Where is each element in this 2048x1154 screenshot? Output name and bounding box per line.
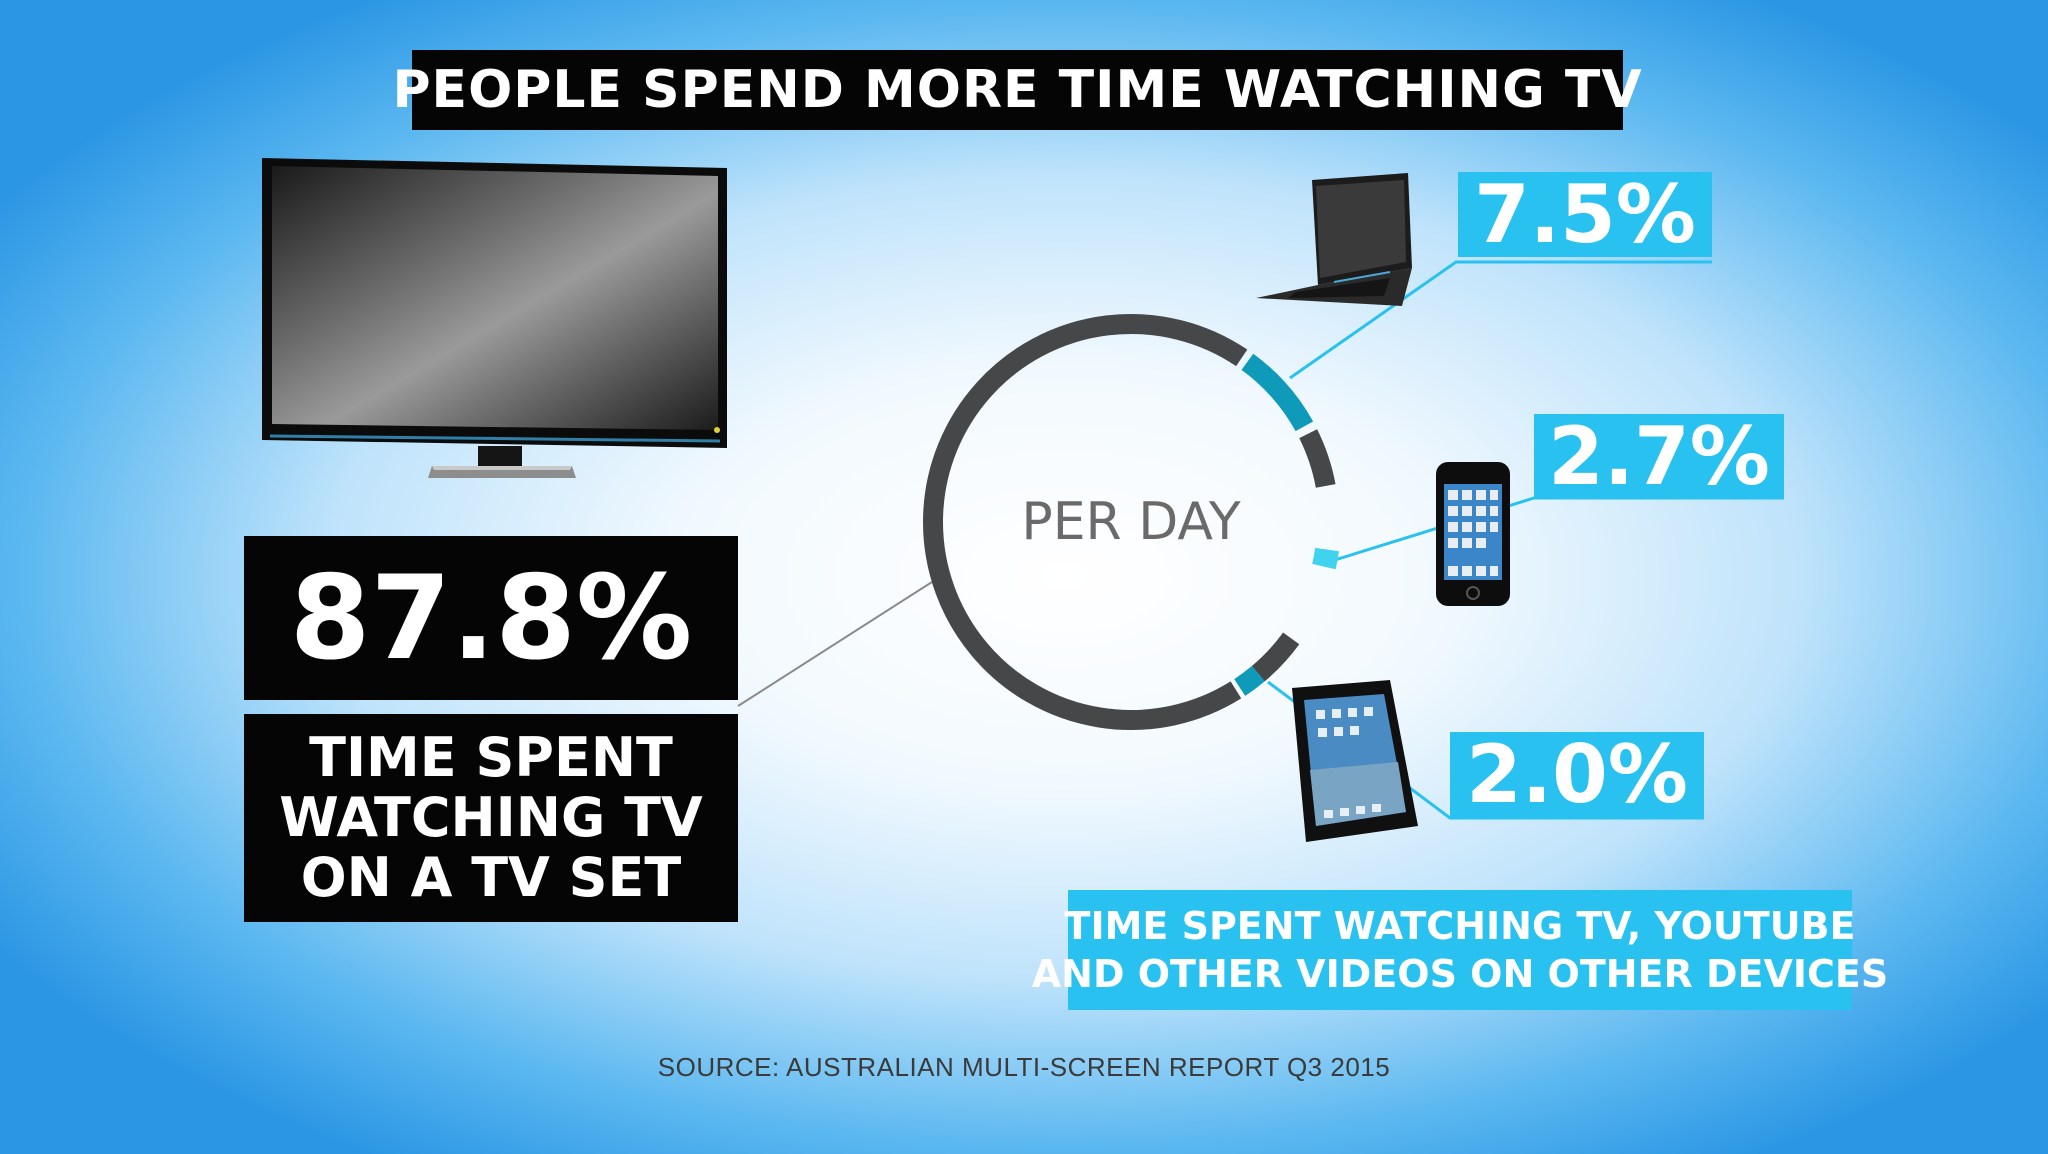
tablet-percentage-value: 2.0% [1466,728,1688,821]
phone-percentage-value: 2.7% [1548,410,1770,503]
tv-caption-line: TIME SPENT [309,726,673,789]
other-devices-caption-line: AND OTHER VIDEOS ON OTHER DEVICES [1031,952,1889,996]
tv-percentage-box: 87.8% [244,536,738,700]
other-devices-caption-box: TIME SPENT WATCHING TV, YOUTUBE AND OTHE… [1032,890,1888,1010]
other-devices-caption-line: TIME SPENT WATCHING TV, YOUTUBE [1064,904,1856,948]
ring-segment-tablet [1234,665,1265,696]
tv-caption-line: WATCHING TV [279,786,703,849]
source-note: SOURCE: AUSTRALIAN MULTI-SCREEN REPORT Q… [657,1052,1391,1082]
per-day-label: PER DAY [1021,492,1241,552]
ring-segment-tv [923,314,1248,730]
ring-segment-tv-extra [1251,632,1300,682]
title-banner: PEOPLE SPEND MORE TIME WATCHING TV [392,50,1642,130]
ring-segments [923,314,1339,730]
tablet-percentage-box: 2.0% [1450,728,1704,821]
laptop-percentage-box: 7.5% [1458,168,1712,261]
title-text: PEOPLE SPEND MORE TIME WATCHING TV [392,60,1643,120]
ring-segment-phone [1312,547,1339,570]
tv-percentage-value: 87.8% [289,550,693,686]
laptop-percentage-value: 7.5% [1474,168,1696,261]
ring-segment-laptop [1241,353,1314,432]
phone-percentage-box: 2.7% [1534,410,1784,503]
tv-caption-line: ON A TV SET [300,846,682,909]
ring-segment-tv-extra [1299,429,1336,488]
tv-caption-box: TIME SPENT WATCHING TV ON A TV SET [244,714,738,922]
